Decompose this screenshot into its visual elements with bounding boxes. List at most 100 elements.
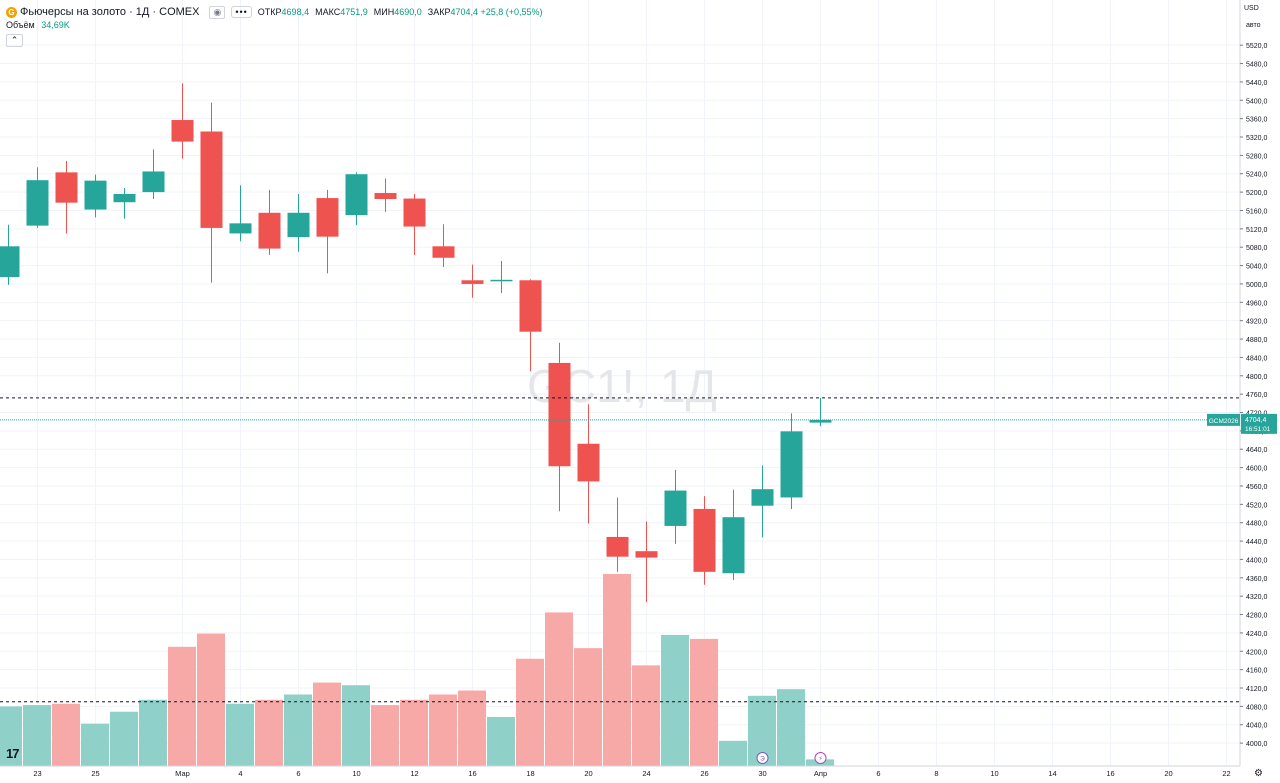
- scale-units[interactable]: авто: [1246, 22, 1261, 29]
- time-tick-label: 4: [238, 769, 242, 778]
- price-tick-label: 4080,0: [1246, 704, 1268, 711]
- candle: [258, 189, 281, 256]
- candle-body: [374, 193, 397, 200]
- candle: [635, 521, 658, 603]
- time-tick-label: 6: [296, 769, 300, 778]
- candle: [490, 260, 513, 294]
- price-tick-label: 5240,0: [1246, 172, 1268, 179]
- candle-body: [490, 279, 513, 282]
- open-label: ОТКР: [257, 7, 282, 17]
- time-tick-label: Апр: [814, 769, 827, 778]
- candle: [84, 174, 107, 218]
- candle: [142, 149, 165, 200]
- volume-bar: [429, 694, 457, 766]
- price-tick-label: 5320,0: [1246, 135, 1268, 142]
- price-tick-label: 4200,0: [1246, 649, 1268, 656]
- flash-icon[interactable]: ⚡: [814, 752, 827, 764]
- settings-icon[interactable]: ⚙: [1254, 768, 1263, 779]
- candle-body: [316, 198, 339, 237]
- svg-text:⚡: ⚡: [818, 756, 823, 763]
- currency-selector[interactable]: USD: [1244, 5, 1259, 12]
- time-tick-label: 25: [91, 769, 99, 778]
- price-tick-label: 4240,0: [1246, 631, 1268, 638]
- candle-body: [26, 180, 49, 226]
- price-tick-label: 5360,0: [1246, 117, 1268, 124]
- low-label: МИН: [373, 7, 395, 17]
- price-tick-label: 5400,0: [1246, 98, 1268, 105]
- candle-body: [693, 508, 716, 572]
- candle-body: [84, 180, 107, 210]
- price-tick-label: 5520,0: [1246, 43, 1268, 50]
- volume-bar: [0, 706, 22, 766]
- more-icon[interactable]: •••: [231, 6, 252, 18]
- volume-bar: [545, 612, 573, 766]
- price-tick-label: 4040,0: [1246, 723, 1268, 730]
- candle-body: [432, 246, 455, 258]
- candle: [548, 342, 571, 512]
- candle: [722, 489, 745, 581]
- candle: [55, 160, 78, 234]
- volume-bar: [371, 705, 399, 766]
- tradingview-logo[interactable]: 17: [6, 746, 20, 761]
- candle: [577, 404, 600, 524]
- volume-bar: [487, 717, 515, 766]
- candle: [780, 413, 803, 509]
- price-tick-label: 4320,0: [1246, 594, 1268, 601]
- price-tick-label: 5120,0: [1246, 227, 1268, 234]
- candle-body: [751, 489, 774, 506]
- price-tick-label: 4800,0: [1246, 374, 1268, 381]
- volume-bar: [197, 633, 225, 766]
- volume-bar: [661, 634, 689, 766]
- volume-legend[interactable]: Объём 34,69K: [6, 20, 70, 30]
- candle: [374, 178, 397, 212]
- time-tick-label: 23: [33, 769, 41, 778]
- time-tick-label: 10: [990, 769, 998, 778]
- candle-body: [345, 174, 368, 216]
- price-scale: [1240, 0, 1280, 766]
- price-tick-label: 4760,0: [1246, 392, 1268, 399]
- open-value: 4698,4: [281, 7, 310, 17]
- price-tick-label: 4400,0: [1246, 557, 1268, 564]
- volume-bar: [342, 685, 370, 766]
- volume-bar: [400, 699, 428, 766]
- price-tag: [1241, 413, 1277, 434]
- candle-body: [200, 131, 223, 228]
- volume-bar: [458, 690, 486, 766]
- candle-body: [0, 246, 20, 278]
- candle: [0, 224, 20, 285]
- price-tick-label: 4880,0: [1246, 337, 1268, 344]
- price-tick-label: 4280,0: [1246, 613, 1268, 620]
- time-tick-label: 10: [352, 769, 360, 778]
- dividend-icon[interactable]: Э: [756, 752, 769, 764]
- volume-bar: [255, 699, 283, 766]
- volume-bar: [81, 723, 109, 766]
- symbol-title[interactable]: Фьючерсы на золото · 1Д · COMEX: [20, 6, 200, 18]
- price-tick-label: 5160,0: [1246, 208, 1268, 215]
- collapse-legend-button[interactable]: ⌃: [6, 34, 23, 47]
- volume-bar: [23, 705, 51, 766]
- time-tick-label: 8: [934, 769, 938, 778]
- time-tick-label: 24: [642, 769, 650, 778]
- candle-body: [780, 431, 803, 498]
- price-tick-label: 4920,0: [1246, 319, 1268, 326]
- symbol-tag: [1207, 413, 1240, 426]
- candle: [461, 264, 484, 298]
- volume-bar: [516, 658, 544, 766]
- volume-bar: [110, 711, 138, 766]
- time-tick-label: 20: [1164, 769, 1172, 778]
- price-tick-label: 4560,0: [1246, 484, 1268, 491]
- time-tick-label: 22: [1222, 769, 1230, 778]
- candle-body: [142, 171, 165, 193]
- eye-icon[interactable]: ◉: [209, 5, 226, 19]
- price-tick-label: 4000,0: [1246, 741, 1268, 748]
- candle-body: [171, 120, 194, 142]
- volume-bar: [52, 703, 80, 766]
- close-value: 4704,4 +25,8 (+0,55%): [450, 7, 543, 17]
- price-tick-label: 5440,0: [1246, 80, 1268, 87]
- symbol-tag-label: GCM2026: [1209, 418, 1239, 425]
- candle: [345, 172, 368, 226]
- volume-bar: [719, 740, 747, 766]
- time-tick-label: 26: [700, 769, 708, 778]
- gold-futures-icon[interactable]: G: [6, 6, 17, 18]
